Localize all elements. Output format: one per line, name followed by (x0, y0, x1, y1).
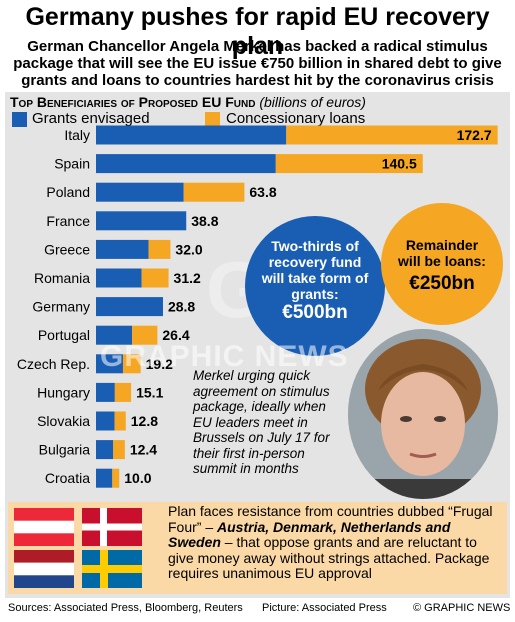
bar-loans (114, 411, 126, 431)
portrait-illustration (348, 329, 498, 499)
loans-callout-value: €250bn (409, 273, 475, 294)
total-value-label: 63.8 (249, 184, 276, 200)
bar-loans (132, 325, 158, 345)
category-label: Czech Rep. (17, 356, 90, 372)
grants-callout-value: €500bn (282, 302, 348, 323)
info-text-before: Plan faces resistance from countries dub… (168, 503, 493, 535)
bar-loans (275, 154, 423, 174)
bar-grants (96, 297, 163, 317)
category-label: Greece (44, 241, 90, 257)
total-value-label: 172.7 (457, 127, 492, 143)
bar-grants (96, 325, 133, 345)
total-value-label: 31.2 (174, 270, 201, 286)
category-label: Portugal (38, 327, 90, 343)
bar-grants (96, 182, 184, 202)
bar-loans (183, 182, 245, 202)
page-title: Germany pushes for rapid EU recovery pla… (25, 3, 490, 60)
total-value-label: 32.0 (175, 241, 202, 257)
sweden-flag (82, 550, 142, 588)
total-value-label: 10.0 (124, 470, 151, 486)
info-text: Plan faces resistance from countries dub… (168, 503, 504, 582)
bar-grants (96, 440, 114, 460)
category-label: Croatia (45, 470, 90, 486)
bar-grants (96, 268, 142, 288)
info-text-after: – that oppose grants and are reluctant t… (168, 534, 490, 581)
category-label: France (46, 213, 90, 229)
category-label: Poland (46, 184, 90, 200)
chart-unit: (billions of euros) (259, 94, 366, 110)
bar-grants (96, 411, 115, 431)
category-label: Slovakia (37, 413, 90, 429)
loans-callout-text: Remainder will be loans: (398, 237, 486, 269)
total-value-label: 19.2 (146, 356, 173, 372)
total-value-label: 26.4 (162, 327, 189, 343)
footer-credit: © GRAPHIC NEWS (413, 602, 511, 614)
austria-flag (14, 508, 74, 546)
merkel-photo (348, 329, 498, 499)
loans-callout: Remainder will be loans: €250bn (381, 203, 503, 325)
footer-picture: Picture: Associated Press (262, 602, 387, 614)
legend-swatch-grants (12, 112, 27, 127)
footer-sources: Sources: Associated Press, Bloomberg, Re… (8, 602, 243, 614)
total-value-label: 12.4 (130, 442, 157, 458)
chart-title: Top Beneficiaries of Proposed EU Fund (b… (10, 94, 366, 110)
watermark: GRAPHIC NEWS (100, 340, 349, 373)
total-value-label: 28.8 (168, 299, 195, 315)
bar-grants (96, 239, 149, 259)
category-label: Spain (54, 156, 90, 172)
category-label: Romania (34, 270, 90, 286)
bar-loans (114, 382, 132, 402)
bar-grants (96, 382, 115, 402)
bar-loans (113, 440, 125, 460)
legend-label-loans: Concessionary loans (226, 110, 366, 127)
category-label: Bulgaria (39, 442, 91, 458)
bar-grants (96, 154, 276, 174)
legend-swatch-loans (205, 112, 220, 127)
total-value-label: 15.1 (136, 384, 163, 400)
category-label: Germany (32, 299, 90, 315)
category-label: Hungary (37, 384, 90, 400)
total-value-label: 140.5 (382, 156, 417, 172)
bar-loans (112, 468, 120, 488)
legend-label-grants: Grants envisaged (32, 110, 150, 127)
bar-loans (141, 268, 169, 288)
bar-loans (148, 239, 171, 259)
category-label: Italy (64, 127, 90, 143)
bar-grants (96, 468, 113, 488)
total-value-label: 38.8 (191, 213, 218, 229)
bar-grants (96, 354, 123, 374)
grants-callout-text: Two-thirds of recovery fund will take fo… (261, 238, 369, 302)
bar-loans (286, 125, 498, 145)
total-value-label: 12.8 (131, 413, 158, 429)
bar-grants (96, 125, 287, 145)
chart-title-text: Top Beneficiaries of Proposed EU Fund (10, 94, 256, 110)
info-countries: Austria, Denmark, Netherlands and Sweden (168, 518, 451, 550)
page-subtitle: German Chancellor Angela Merkel has back… (13, 38, 502, 89)
grants-callout: Two-thirds of recovery fund will take fo… (245, 216, 385, 356)
bar-grants (96, 211, 187, 231)
bar-loans (122, 354, 141, 374)
netherlands-flag (14, 550, 74, 588)
denmark-flag (82, 508, 142, 546)
photo-caption: Merkel urging quick agreement on stimulu… (193, 368, 330, 476)
